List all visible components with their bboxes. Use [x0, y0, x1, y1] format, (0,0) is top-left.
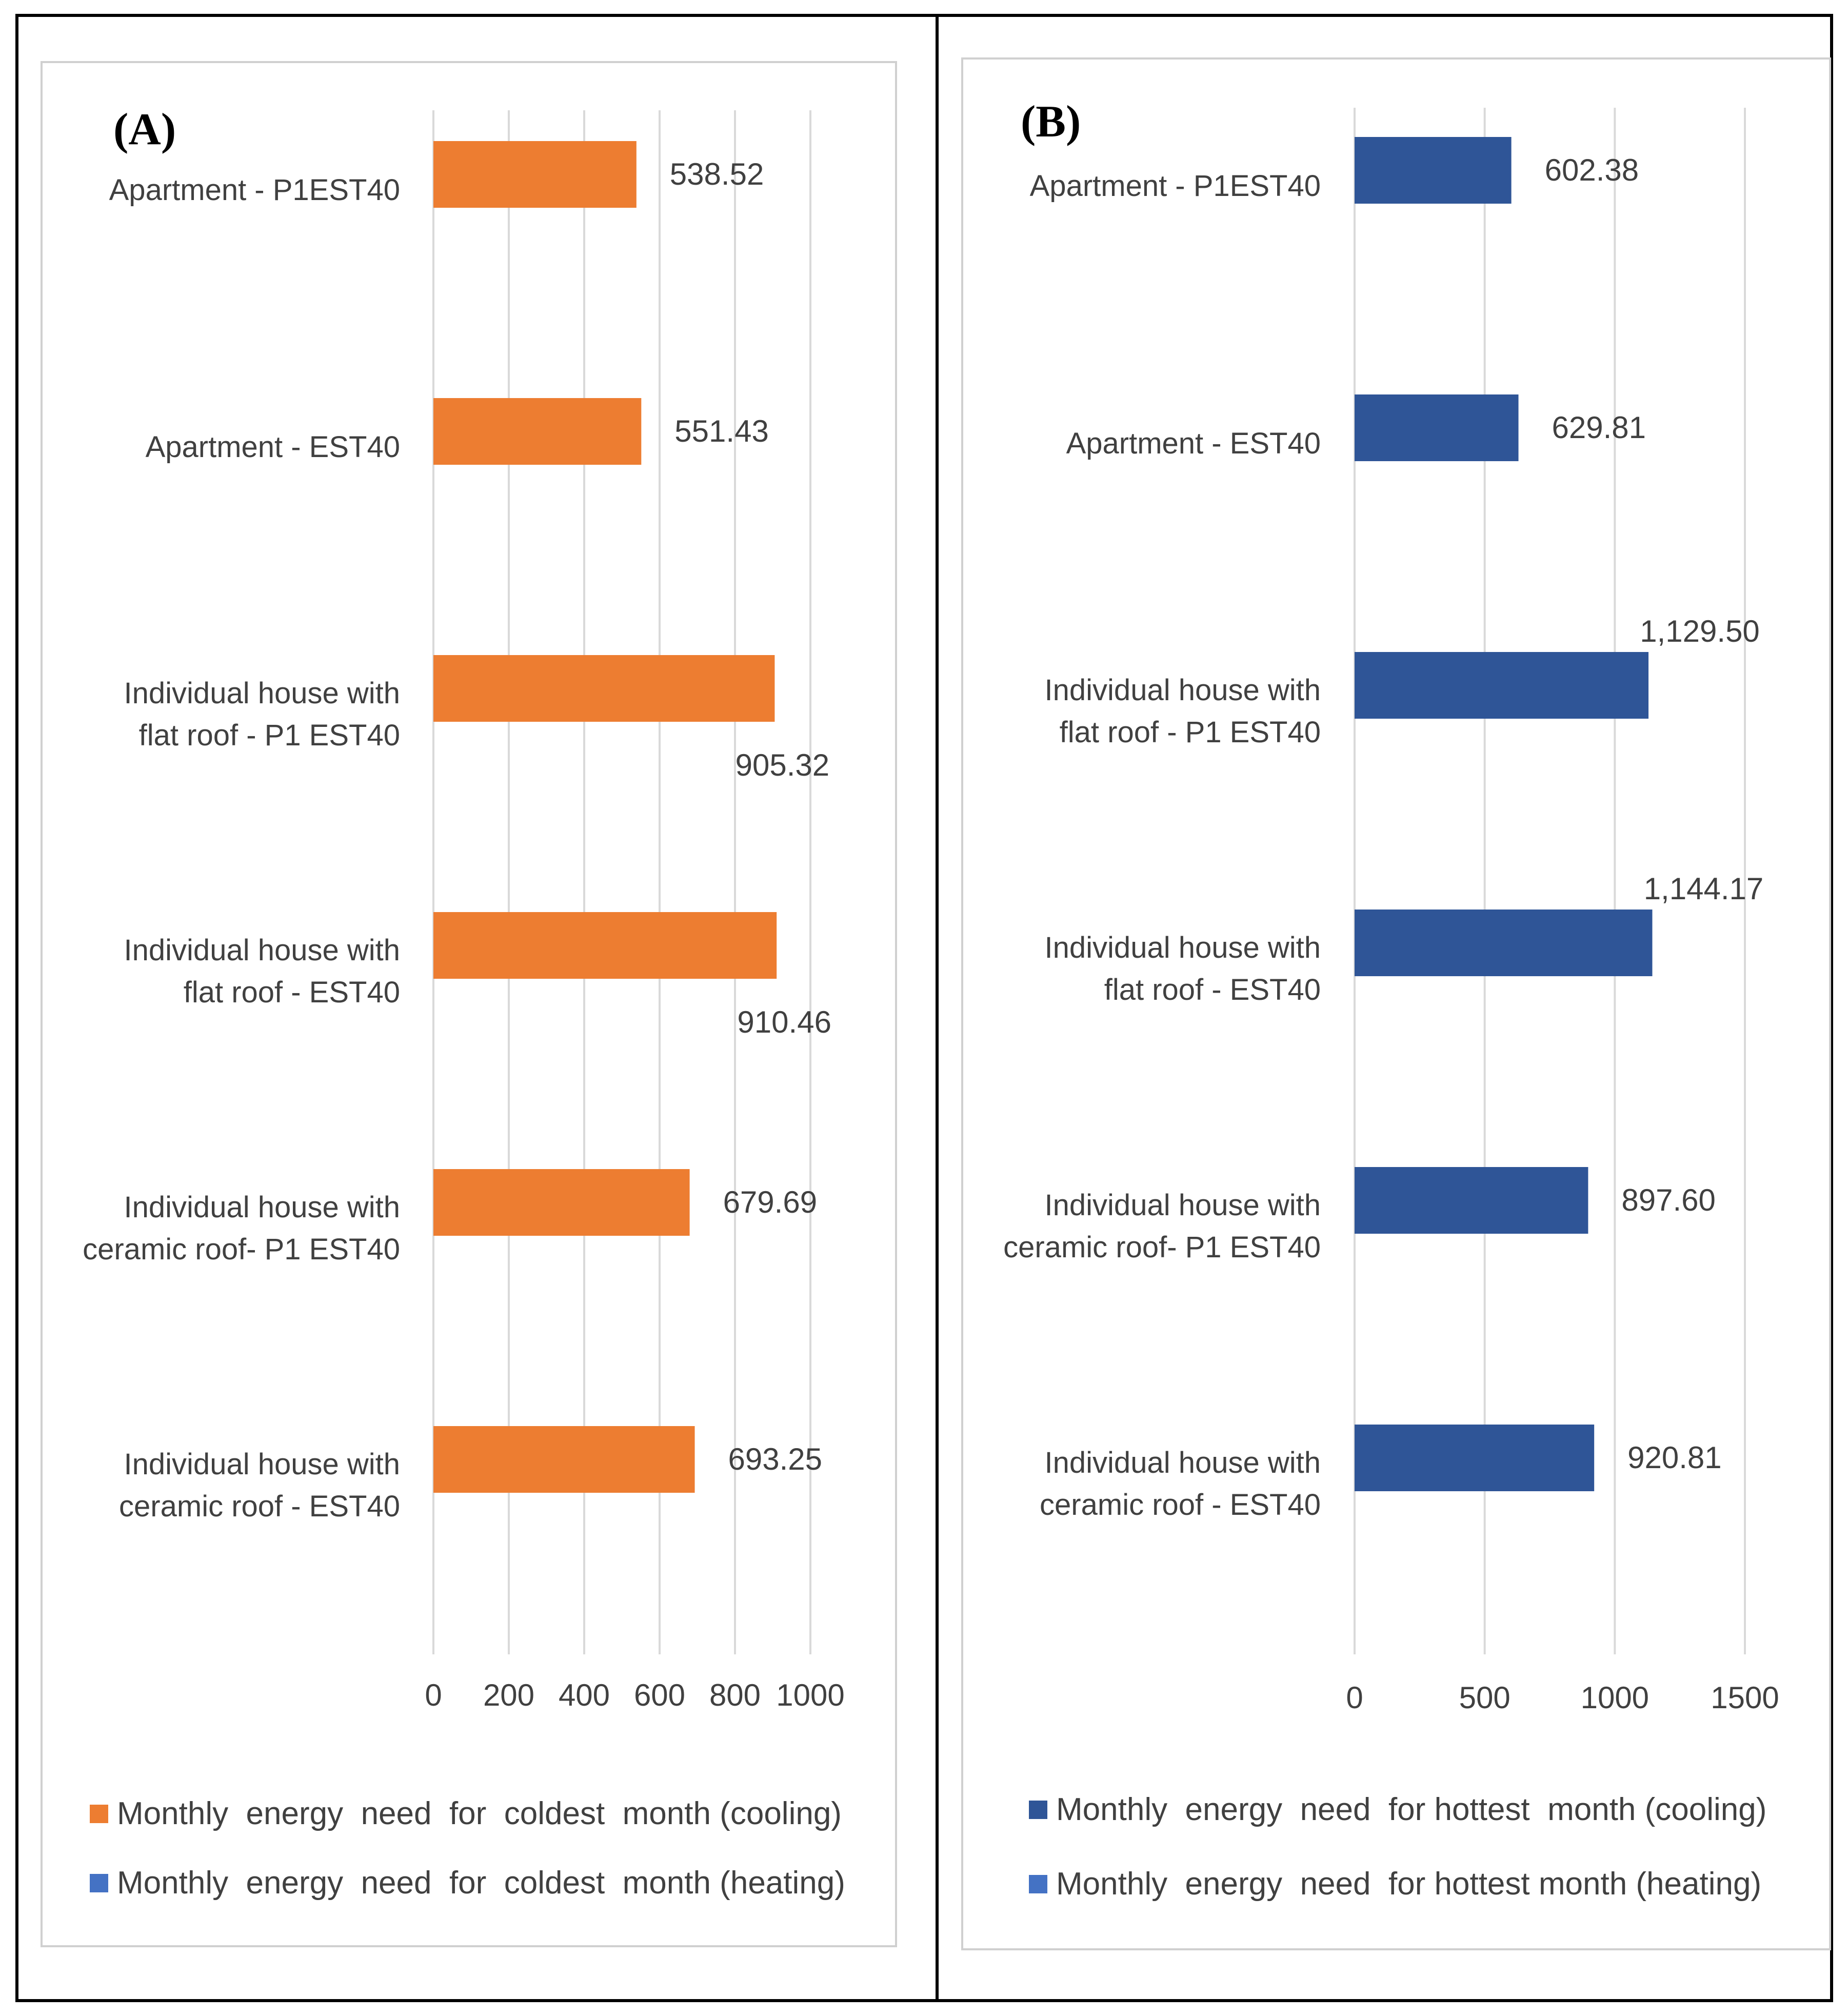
category-label: Individual house with [1045, 1446, 1321, 1479]
data-label: 1,129.50 [1640, 614, 1760, 648]
category-label: flat roof - EST40 [184, 976, 400, 1009]
bar [1355, 137, 1512, 204]
outer-frame [15, 14, 1833, 2002]
data-label: 920.81 [1627, 1440, 1722, 1475]
category-label: Individual house with [124, 1191, 400, 1224]
panel-a-bars [433, 141, 777, 1493]
x-tick-label: 1000 [776, 1678, 844, 1712]
bar [433, 1426, 695, 1493]
data-label: 538.52 [670, 157, 764, 191]
bar [1355, 1167, 1588, 1234]
legend-label-cooling: Monthly energy need for hottest month (c… [1056, 1792, 1766, 1827]
panel-b-grid [1354, 108, 1746, 1654]
category-label: Apartment - P1EST40 [109, 173, 400, 207]
data-label: 679.69 [723, 1185, 818, 1219]
data-label: 905.32 [736, 748, 830, 782]
panel-b-data-labels: 602.38 629.81 1,129.50 1,144.17 897.60 920.81 [1545, 153, 1764, 1475]
legend-swatch-cooling [90, 1805, 108, 1823]
legend-label-heating: Monthly energy need for coldest month (h… [117, 1865, 845, 1901]
data-label: 551.43 [674, 414, 769, 448]
panel-b-label: (B) [1021, 97, 1081, 147]
panel-a-legend: Monthly energy need for coldest month (c… [90, 1796, 845, 1901]
bar [1355, 394, 1519, 461]
data-label: 602.38 [1545, 153, 1639, 187]
bar [433, 141, 637, 208]
bar [433, 1169, 690, 1236]
panel-a-data-labels: 538.52 551.43 905.32 910.46 679.69 693.25 [670, 157, 831, 1476]
panel-a-category-labels: Apartment - P1EST40 Apartment - EST40 Indi… [83, 173, 400, 1523]
category-label: ceramic roof- P1 EST40 [83, 1233, 400, 1266]
category-label: Apartment - EST40 [146, 430, 400, 464]
x-tick-label: 0 [425, 1678, 442, 1712]
data-label: 910.46 [737, 1005, 831, 1039]
panel-b-category-labels: Apartment - P1EST40 Apartment - EST40 Indi… [1003, 169, 1321, 1521]
legend-swatch-heating [1029, 1875, 1047, 1893]
panel-a-x-axis-ticks: 0 200 400 600 800 1000 [425, 1678, 844, 1712]
category-label: Individual house with [124, 677, 400, 710]
category-label: flat roof - P1 EST40 [139, 719, 400, 752]
panel-b-legend: Monthly energy need for hottest month (c… [1029, 1792, 1766, 1902]
bar [1355, 1425, 1595, 1491]
data-label: 629.81 [1552, 410, 1646, 445]
panel-b-bars [1355, 137, 1653, 1491]
bar [1355, 910, 1653, 976]
data-label: 693.25 [728, 1442, 823, 1476]
category-label: ceramic roof - EST40 [1040, 1488, 1321, 1521]
data-label: 1,144.17 [1644, 872, 1764, 906]
bar [433, 912, 777, 979]
x-tick-label: 1000 [1581, 1681, 1649, 1715]
legend-swatch-heating [90, 1874, 108, 1892]
panel-b-border [961, 57, 1831, 1950]
data-label: 897.60 [1621, 1183, 1716, 1217]
x-tick-label: 0 [1346, 1681, 1363, 1715]
category-label: Individual house with [124, 934, 400, 967]
panel-a: (A) 538.52 551.43 905.32 910.46 679.69 693.25… [41, 61, 897, 1947]
x-tick-label: 1500 [1711, 1681, 1779, 1715]
category-label: Individual house with [1045, 1189, 1321, 1222]
panel-a-border [41, 61, 897, 1947]
x-tick-label: 600 [634, 1678, 685, 1712]
category-label: flat roof - P1 EST40 [1060, 716, 1321, 749]
bar [433, 398, 642, 465]
x-tick-label: 800 [709, 1678, 761, 1712]
category-label: Apartment - P1EST40 [1030, 169, 1321, 203]
category-label: Individual house with [124, 1448, 400, 1481]
legend-label-cooling: Monthly energy need for coldest month (c… [117, 1796, 842, 1831]
bar [1355, 652, 1649, 719]
panel-a-label: (A) [113, 105, 176, 154]
category-label: Individual house with [1045, 931, 1321, 964]
category-label: ceramic roof- P1 EST40 [1003, 1231, 1321, 1264]
legend-swatch-cooling [1029, 1801, 1047, 1819]
x-tick-label: 200 [483, 1678, 534, 1712]
panel-b: (B) 602.38 629.81 1,129.50 1,144.17 897.60 92… [961, 57, 1831, 1950]
panel-a-grid [432, 110, 811, 1654]
category-label: Apartment - EST40 [1066, 427, 1321, 460]
category-label: flat roof - EST40 [1104, 973, 1321, 1006]
panel-b-x-axis-ticks: 0 500 1000 1500 [1346, 1681, 1779, 1715]
legend-label-heating: Monthly energy need for hottest month (h… [1056, 1866, 1761, 1902]
category-label: ceramic roof - EST40 [119, 1490, 400, 1523]
x-tick-label: 400 [559, 1678, 610, 1712]
category-label: Individual house with [1045, 674, 1321, 707]
bar [433, 655, 775, 722]
x-tick-label: 500 [1459, 1681, 1511, 1715]
